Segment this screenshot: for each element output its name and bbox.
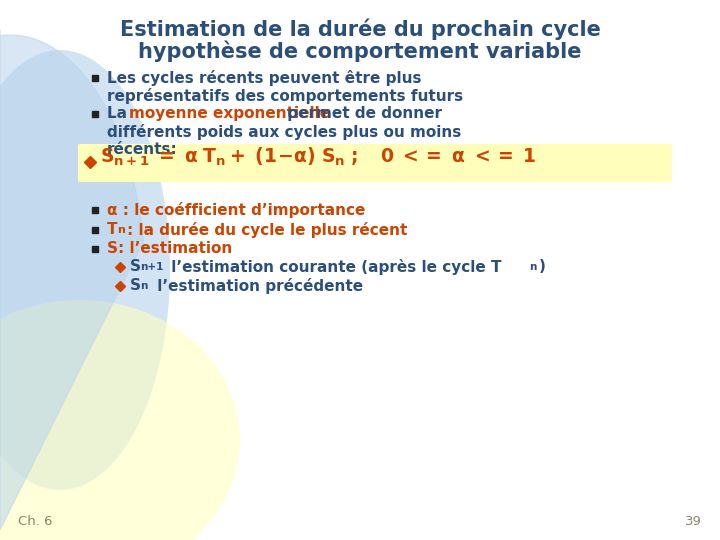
Text: moyenne exponentielle: moyenne exponentielle bbox=[129, 106, 330, 121]
Text: α : le coéfficient d’importance: α : le coéfficient d’importance bbox=[107, 202, 365, 218]
Text: T: T bbox=[107, 222, 117, 237]
Text: n: n bbox=[529, 262, 536, 272]
Text: n: n bbox=[140, 281, 148, 291]
Text: différents poids aux cycles plus ou moins: différents poids aux cycles plus ou moin… bbox=[107, 124, 462, 140]
Text: n+1: n+1 bbox=[140, 262, 163, 272]
Text: Les cycles récents peuvent être plus: Les cycles récents peuvent être plus bbox=[107, 70, 421, 86]
Text: S: l’estimation: S: l’estimation bbox=[107, 241, 233, 256]
Text: : la durée du cycle le plus récent: : la durée du cycle le plus récent bbox=[127, 222, 408, 238]
Text: S: S bbox=[130, 259, 141, 274]
Text: 39: 39 bbox=[685, 515, 702, 528]
Text: Estimation de la durée du prochain cycle: Estimation de la durée du prochain cycle bbox=[120, 18, 600, 39]
Text: S: S bbox=[130, 278, 141, 293]
Text: ): ) bbox=[539, 259, 546, 274]
Polygon shape bbox=[0, 30, 143, 530]
Text: l’estimation courante (après le cycle T: l’estimation courante (après le cycle T bbox=[166, 259, 502, 275]
Ellipse shape bbox=[0, 50, 170, 490]
Text: l’estimation précédente: l’estimation précédente bbox=[152, 278, 363, 294]
Text: permet de donner: permet de donner bbox=[282, 106, 442, 121]
FancyBboxPatch shape bbox=[78, 144, 672, 182]
Text: Ch. 6: Ch. 6 bbox=[18, 515, 53, 528]
Text: récents:: récents: bbox=[107, 142, 178, 157]
Text: $\mathbf{S_{n+1}}$$\mathbf{\ =\ \alpha\ T_n+\ (1\!-\!\alpha)\ S_n\ ;\ \ \ 0\ <=\: $\mathbf{S_{n+1}}$$\mathbf{\ =\ \alpha\ … bbox=[100, 146, 536, 168]
Text: La: La bbox=[107, 106, 132, 121]
Text: n: n bbox=[117, 225, 125, 235]
Text: hypothèse de comportement variable: hypothèse de comportement variable bbox=[138, 41, 582, 63]
Text: représentatifs des comportements futurs: représentatifs des comportements futurs bbox=[107, 88, 463, 104]
Ellipse shape bbox=[0, 300, 240, 540]
